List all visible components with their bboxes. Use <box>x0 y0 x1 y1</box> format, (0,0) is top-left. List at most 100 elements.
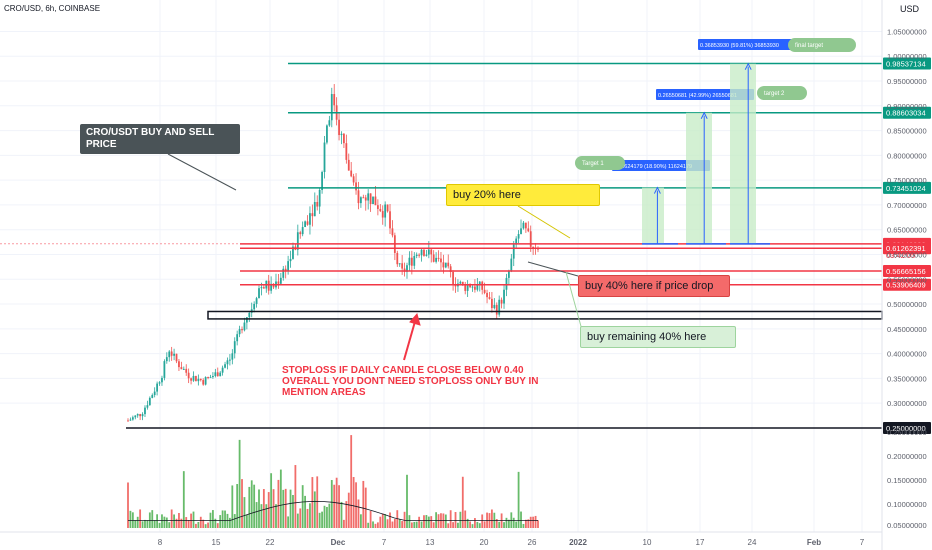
stoploss-note[interactable]: STOPLOSS IF DAILY CANDLE CLOSE BELOW 0.4… <box>282 365 539 398</box>
candle-body <box>478 281 481 285</box>
candle-body <box>187 372 190 379</box>
time-tick-label: Dec <box>331 538 346 547</box>
candle-body <box>488 297 491 299</box>
candle-body <box>270 283 273 291</box>
candle-body <box>238 329 241 335</box>
candle-body <box>376 205 379 209</box>
volume-bar <box>326 506 328 528</box>
price-tick-label: 1.05000000 <box>887 27 927 36</box>
price-tick-label: 1.00000000 <box>887 52 927 61</box>
candle-body <box>503 289 505 304</box>
candle-body <box>304 221 307 228</box>
candle-body <box>185 368 188 373</box>
volume-bar <box>505 517 508 528</box>
measure-arrow-head <box>744 62 752 70</box>
volume-bar <box>469 521 471 528</box>
volume-bar <box>423 515 425 528</box>
buy-20-note[interactable]: buy 20% here <box>446 184 600 206</box>
volume-bar <box>372 521 374 528</box>
candle-body <box>517 234 520 239</box>
target-bubble <box>788 38 856 52</box>
volume-bar <box>444 514 447 528</box>
target-zone <box>730 63 756 244</box>
volume-bar <box>224 510 226 528</box>
red-pointer <box>527 261 579 277</box>
time-tick-label: 7 <box>860 538 865 547</box>
candle-body <box>343 133 345 144</box>
volume-bar <box>343 519 345 528</box>
volume-bar <box>386 519 389 528</box>
candle-body <box>425 254 428 256</box>
buy-remaining-note[interactable]: buy remaining 40% here <box>580 326 736 348</box>
candle-body <box>459 281 462 284</box>
candle-body <box>253 303 256 310</box>
volume-bar <box>228 517 231 528</box>
volume-bar <box>238 439 241 528</box>
candle-body <box>192 375 195 381</box>
volume-bar <box>136 516 139 528</box>
candle-body <box>505 277 508 290</box>
volume-bar <box>170 509 173 528</box>
volume-bar <box>248 486 251 528</box>
volume-bar <box>316 476 319 528</box>
level-price-label: 0.61262391 <box>886 244 926 253</box>
volume-tick-label: 0.20000000 <box>887 452 927 461</box>
candle-body <box>221 367 224 373</box>
candle-body <box>418 254 421 256</box>
candle-body <box>527 228 530 232</box>
volume-bar <box>403 511 406 528</box>
volume-bar <box>457 522 459 528</box>
volume-bar <box>532 516 535 528</box>
volume-bar <box>522 523 525 528</box>
candle-body <box>384 204 387 218</box>
volume-bar <box>464 510 467 528</box>
candle-body <box>413 256 416 266</box>
candle-body <box>284 268 287 272</box>
candle-body <box>435 257 438 262</box>
candle-body <box>311 213 314 217</box>
candle-body <box>355 182 357 191</box>
candle-body <box>318 190 321 207</box>
volume-bar <box>245 514 248 528</box>
candle-body <box>316 202 319 207</box>
support-zone <box>207 310 883 320</box>
volume-bar <box>279 469 282 528</box>
volume-bar <box>379 516 382 528</box>
volume-bar <box>527 519 530 528</box>
measure-label: 0.26550681 (42.99%) 26550681 <box>658 93 737 99</box>
candle-body <box>408 257 411 266</box>
candle-body <box>190 378 192 381</box>
price-tick-label: 0.35000000 <box>887 374 927 383</box>
volume-bar <box>207 522 209 528</box>
yellow-pointer <box>517 205 571 239</box>
volume-bar <box>185 517 188 528</box>
measure-label-bg <box>698 39 796 50</box>
callout-note[interactable]: CRO/USDT BUY AND SELL PRICE <box>80 124 240 154</box>
drawings <box>167 153 583 361</box>
candle-body <box>442 262 445 268</box>
candle-body <box>447 262 450 267</box>
volume-bar <box>289 489 292 528</box>
candle-body <box>476 284 479 290</box>
volume-bar <box>461 476 464 528</box>
volume-bar <box>396 510 399 528</box>
measure-label-bg <box>612 160 710 171</box>
candle-body <box>282 268 285 278</box>
candle-body <box>231 353 234 360</box>
candle-body <box>267 280 270 291</box>
candle-body <box>507 271 510 278</box>
buy-40-note[interactable]: buy 40% here if price drop <box>578 275 730 297</box>
volume-bar <box>294 465 297 528</box>
volume-bar <box>253 484 256 528</box>
volume-bar <box>144 519 146 528</box>
volume-bar <box>219 515 222 528</box>
candle-body <box>170 351 173 356</box>
measure-arrow-head <box>700 111 708 119</box>
volume-bar <box>129 510 132 528</box>
green-pointer <box>565 271 583 331</box>
candle-body <box>260 287 263 289</box>
candle-body <box>243 322 246 331</box>
time-tick-label: Feb <box>807 538 821 547</box>
price-tick-label: 0.90000000 <box>887 102 927 111</box>
